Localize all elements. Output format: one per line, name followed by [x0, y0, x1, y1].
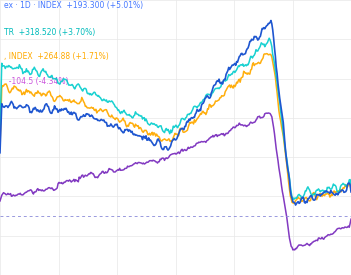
Text: TR  +318.520 (+3.70%): TR +318.520 (+3.70%) [4, 28, 95, 37]
Text: , INDEX  +264.88 (+1.71%): , INDEX +264.88 (+1.71%) [4, 52, 108, 61]
Text: ex · 1D · INDEX  +193.300 (+5.01%): ex · 1D · INDEX +193.300 (+5.01%) [4, 1, 143, 10]
Text: -104.5 (-4.34%): -104.5 (-4.34%) [4, 77, 68, 86]
